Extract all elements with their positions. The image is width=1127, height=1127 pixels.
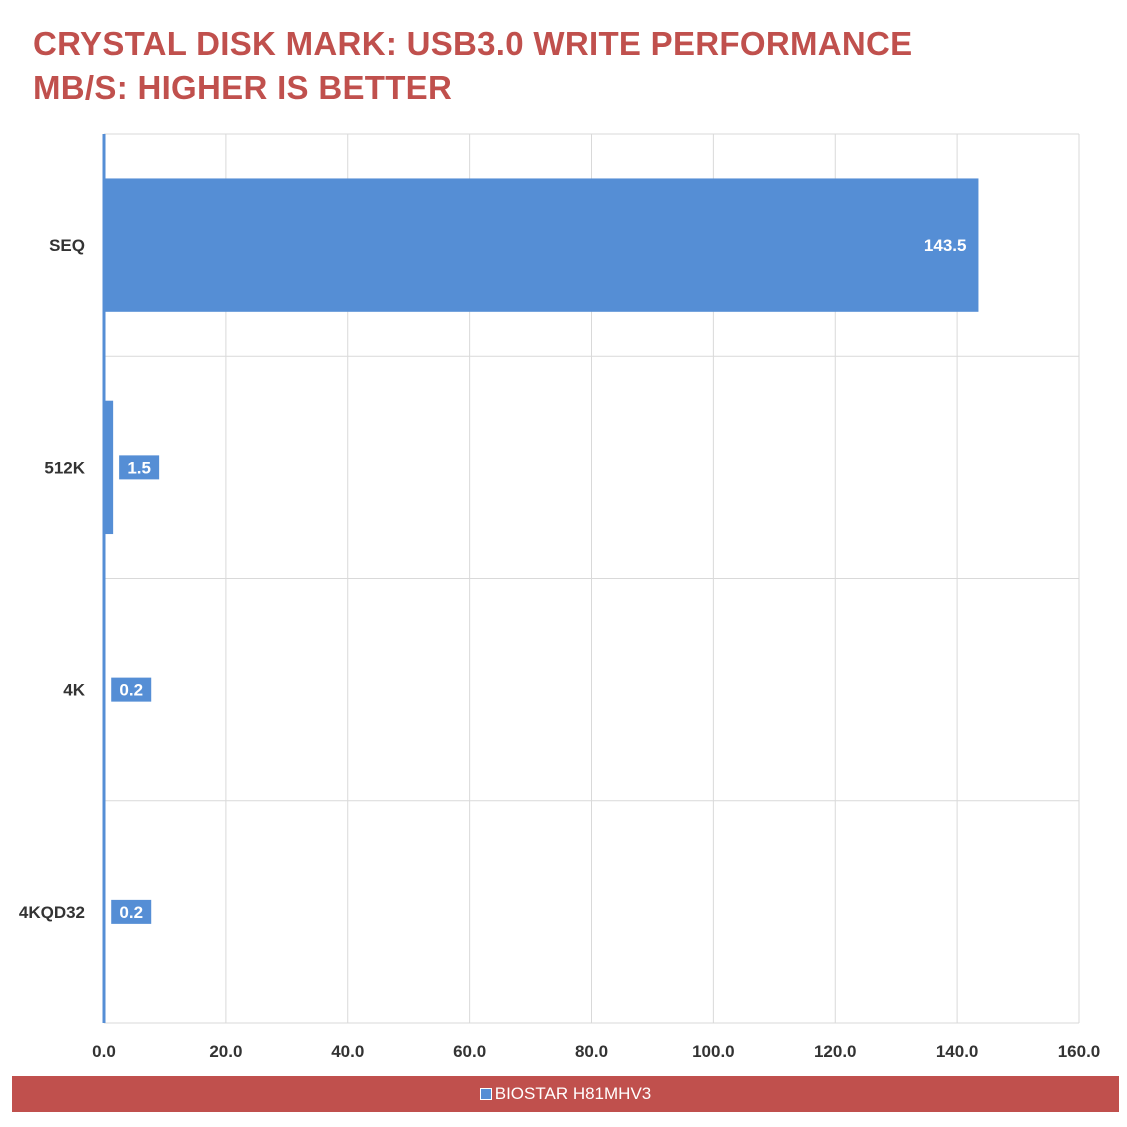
category-label: 4K [63, 681, 85, 700]
data-label: 0.2 [119, 903, 143, 922]
x-tick-label: 0.0 [92, 1042, 116, 1061]
category-label: 512K [44, 458, 85, 477]
x-tick-label: 140.0 [936, 1042, 979, 1061]
category-labels: SEQ 512K 4K 4KQD32 [19, 236, 86, 922]
bar-seq [104, 178, 979, 312]
data-label: 0.2 [119, 681, 143, 700]
legend-label: BIOSTAR H81MHV3 [494, 1084, 652, 1103]
bar-512k [104, 400, 114, 535]
chart-title: CRYSTAL DISK MARK: USB3.0 WRITE PERFORMA… [33, 22, 913, 110]
data-label: 1.5 [127, 458, 151, 477]
data-label: 143.5 [924, 236, 967, 255]
data-label-box [119, 455, 160, 480]
x-tick-label: 100.0 [692, 1042, 735, 1061]
data-label-box [111, 677, 152, 702]
x-axis-ticks: 0.0 20.0 40.0 60.0 80.0 100.0 120.0 140.0 160.0 [92, 1042, 1100, 1061]
x-tick-label: 60.0 [453, 1042, 486, 1061]
x-tick-label: 120.0 [814, 1042, 857, 1061]
bar-chart: 143.5 1.5 0.2 0.2 SEQ 512K 4K 4KQD32 0.0 20.0 40… [19, 133, 1100, 1061]
x-tick-label: 80.0 [575, 1042, 608, 1061]
chart-title-line-1: CRYSTAL DISK MARK: USB3.0 WRITE PERFORMA… [33, 25, 913, 62]
data-labels: 143.5 1.5 0.2 0.2 [111, 236, 966, 924]
x-tick-label: 20.0 [209, 1042, 242, 1061]
bars [104, 178, 979, 979]
data-label-box [111, 899, 152, 924]
category-label: SEQ [49, 236, 85, 255]
category-label: 4KQD32 [19, 903, 85, 922]
chart-title-line-2: MB/S: HIGHER IS BETTER [33, 69, 453, 106]
x-tick-label: 40.0 [331, 1042, 364, 1061]
legend: BIOSTAR H81MHV3 [12, 1076, 1119, 1112]
legend-swatch [479, 1088, 492, 1100]
x-tick-label: 160.0 [1058, 1042, 1101, 1061]
